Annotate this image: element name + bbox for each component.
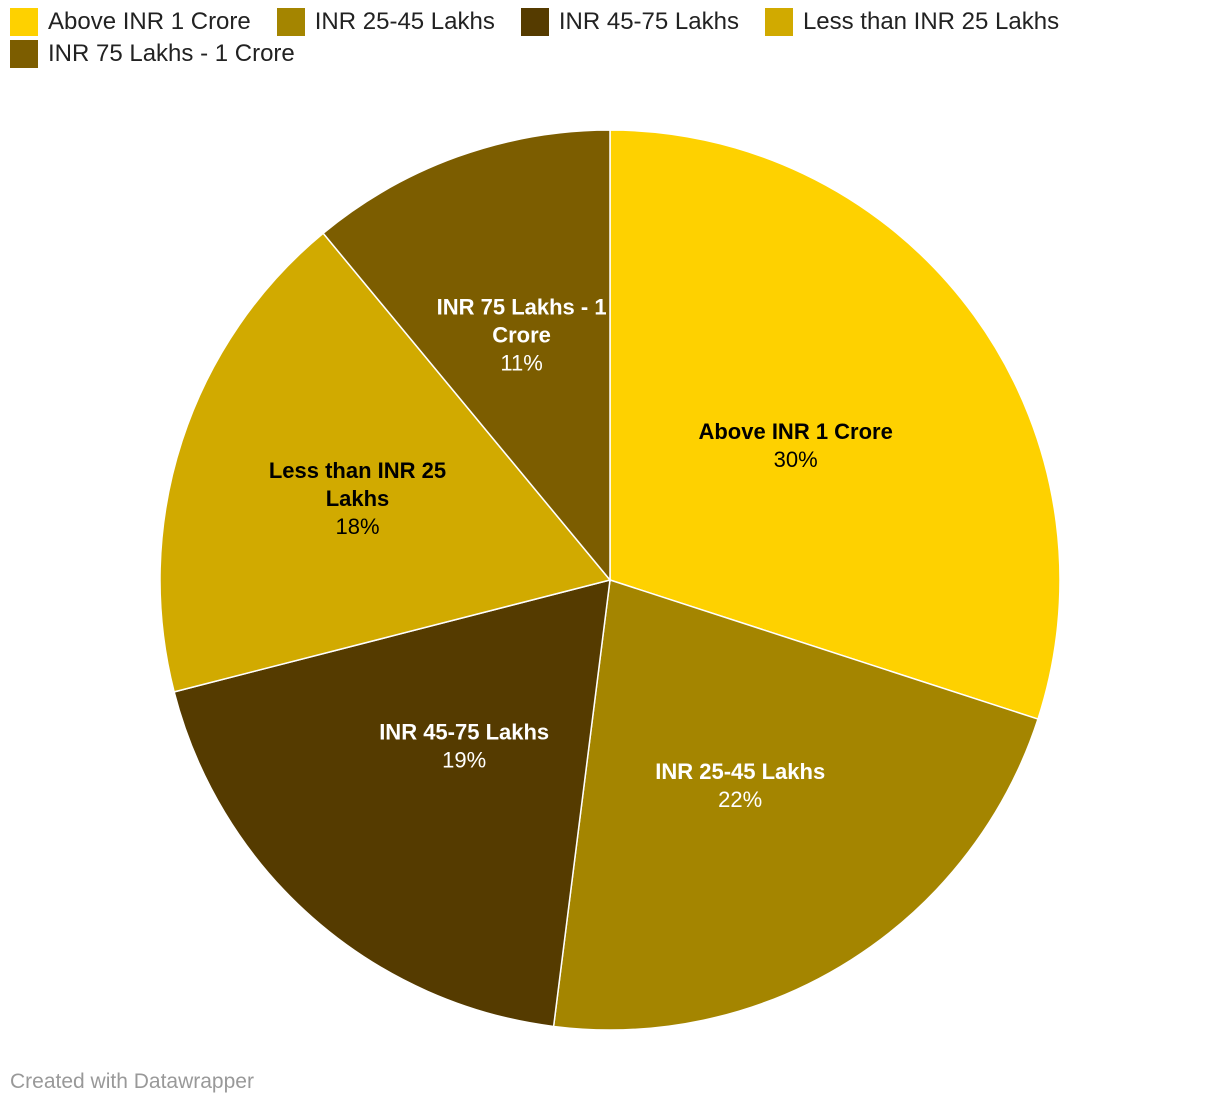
slice-label-value: 18%: [335, 514, 379, 539]
slice-label-name: INR 45-75 Lakhs: [379, 719, 549, 744]
pie-slice-1: [609, 129, 1061, 721]
slice-label-name: Lakhs: [326, 486, 390, 511]
slice-label-value: 19%: [442, 747, 486, 772]
pie-slice-4: [159, 232, 612, 693]
pie-slice-3: [173, 578, 611, 1028]
pie-slices: [159, 129, 1061, 1031]
datawrapper-credit: Created with Datawrapper: [10, 1070, 254, 1093]
pie-slice-5: [322, 129, 611, 583]
legend-item-above-1-crore: Above INR 1 Crore: [10, 8, 251, 36]
legend-swatch-75-lakhs-1-crore: [10, 40, 38, 68]
chart-legend: Above INR 1 Crore INR 25-45 Lakhs INR 45…: [10, 8, 1110, 68]
legend-swatch-25-45-lakhs: [276, 8, 305, 36]
slice-label-name: Above INR 1 Crore: [698, 419, 892, 444]
pie-slice-label-2: INR 25-45 Lakhs 22%: [655, 759, 825, 812]
legend-swatch-less-than-25-lakhs: [764, 8, 793, 36]
slice-label-name: INR 25-45 Lakhs: [655, 759, 825, 784]
slice-label-value: 22%: [718, 787, 762, 812]
pie-slice-label-3: INR 45-75 Lakhs 19%: [379, 719, 549, 772]
legend-item-75-lakhs-1-crore: INR 75 Lakhs - 1 Crore: [10, 40, 295, 68]
pie-slice-label-5: INR 75 Lakhs - 1 Crore 11%: [437, 294, 607, 375]
legend-label-25-45-lakhs: INR 25-45 Lakhs: [314, 8, 495, 35]
slice-label-name: Less than INR 25: [269, 458, 446, 483]
slice-label-value: 11%: [500, 350, 542, 375]
slice-label-value: 30%: [774, 447, 818, 472]
slice-label-name: INR 75 Lakhs - 1: [437, 294, 607, 319]
legend-label-above-1-crore: Above INR 1 Crore: [48, 8, 251, 35]
legend-label-75-lakhs-1-crore: INR 75 Lakhs - 1 Crore: [48, 40, 295, 67]
pie-slice-labels: Above INR 1 Crore 30%INR 25-45 Lakhs 22%IN…: [269, 294, 893, 812]
legend-label-less-than-25-lakhs: Less than INR 25 Lakhs: [802, 8, 1060, 35]
pie-slice-label-4: Less than INR 25 Lakhs 18%: [269, 458, 446, 539]
legend-item-45-75-lakhs: INR 45-75 Lakhs: [520, 8, 739, 36]
legend-item-less-than-25-lakhs: Less than INR 25 Lakhs: [764, 8, 1060, 36]
pie-slice-2: [552, 579, 1039, 1031]
legend-swatch-45-75-lakhs: [520, 8, 549, 36]
pie-chart: Above INR 1 Crore 30%INR 25-45 Lakhs 22%IN…: [159, 129, 1061, 1031]
legend-item-25-45-lakhs: INR 25-45 Lakhs: [276, 8, 495, 36]
legend-label-45-75-lakhs: INR 45-75 Lakhs: [558, 8, 739, 35]
pie-slice-label-1: Above INR 1 Crore 30%: [698, 419, 892, 472]
legend-swatch-above-1-crore: [10, 8, 38, 36]
slice-label-name: Crore: [492, 322, 551, 347]
